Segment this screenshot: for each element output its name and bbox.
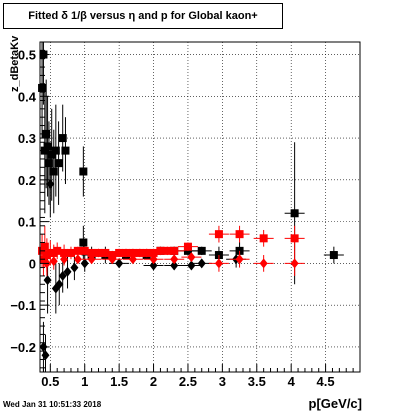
data-point-square — [329, 251, 338, 260]
y-tick-label: 0.3 — [18, 131, 36, 146]
chart-title: Fitted δ 1/β versus η and p for Global k… — [28, 10, 258, 22]
data-point-square — [44, 159, 53, 168]
y-tick-label: 0.1 — [18, 215, 36, 230]
data-point-square — [54, 159, 63, 168]
timestamp-footer: Wed Jan 31 10:51:33 2018 — [3, 400, 102, 409]
plot-frame — [39, 41, 361, 373]
data-point-diamond — [115, 258, 124, 269]
data-point-square — [259, 234, 268, 243]
axis-ticks: 0.5 1 1.5 2 2.5 3 3.5 4 4.5 −0.2 −0.1 0 0.1 0.2 0.3 0.4… — [10, 48, 354, 389]
data-point-diamond — [49, 256, 58, 267]
data-point-square — [197, 246, 206, 255]
data-point-square — [101, 248, 110, 257]
data-point-square — [73, 246, 82, 255]
data-point-diamond — [60, 254, 69, 265]
data-point-square — [53, 246, 62, 255]
data-point-diamond — [70, 262, 79, 273]
data-point-square — [149, 248, 158, 257]
data-point-diamond — [55, 279, 64, 290]
y-tick-label: 0.4 — [18, 89, 37, 104]
y-axis-title: z_dBetaKv — [9, 35, 21, 92]
y-tick-label: 0 — [29, 256, 36, 271]
data-point-diamond — [80, 258, 89, 269]
x-tick-label: 4 — [288, 374, 296, 389]
x-tick-label: 0.5 — [41, 374, 59, 389]
data-point-diamond — [197, 258, 206, 269]
data-point-diamond — [58, 270, 67, 281]
data-point-square — [42, 129, 51, 138]
data-point-square — [80, 246, 89, 255]
data-point-diamond — [214, 258, 223, 269]
data-point-diamond — [235, 254, 244, 265]
x-tick-label: 2 — [150, 374, 157, 389]
data-point-diamond — [170, 260, 179, 271]
grid — [40, 42, 360, 372]
data-point-square — [183, 242, 192, 251]
data-point-square — [66, 248, 75, 257]
y-tick-label: −0.1 — [10, 298, 36, 313]
data-point-diamond — [187, 252, 196, 263]
data-point-square — [51, 146, 60, 155]
data-point-diamond — [41, 350, 50, 361]
data-point-diamond — [149, 260, 158, 271]
data-point-square — [214, 230, 223, 239]
data-point-diamond — [43, 275, 52, 286]
y-tick-label: −0.2 — [10, 340, 36, 355]
data-point-square — [214, 251, 223, 260]
data-point-diamond — [108, 254, 117, 265]
data-point-square — [61, 146, 70, 155]
data-point-square — [38, 83, 47, 92]
data-point-diamond — [149, 254, 158, 265]
data-point-diamond — [170, 254, 179, 265]
y-tick-label: 0.2 — [18, 173, 36, 188]
data-point-diamond — [46, 179, 55, 190]
data-point-square — [235, 230, 244, 239]
data-point-diamond — [128, 254, 137, 265]
x-tick-label: 1.5 — [110, 374, 128, 389]
y-tick-label: 0.5 — [18, 48, 36, 63]
data-point-diamond — [63, 266, 72, 277]
data-point-square — [40, 242, 49, 251]
x-tick-label: 3 — [219, 374, 226, 389]
data-point-square — [170, 246, 179, 255]
data-points — [38, 42, 344, 372]
data-point-square — [290, 209, 299, 218]
data-point-square — [49, 167, 58, 176]
x-axis-title: p[GeV/c] — [308, 396, 362, 411]
data-point-square — [290, 234, 299, 243]
data-point-diamond — [87, 254, 96, 265]
x-tick-label: 4.5 — [317, 374, 335, 389]
data-point-square — [58, 134, 67, 143]
x-tick-label: 2.5 — [179, 374, 197, 389]
data-point-square — [79, 238, 88, 247]
data-point-diamond — [73, 254, 82, 265]
data-point-square — [47, 150, 56, 159]
data-point-diamond — [290, 258, 299, 269]
chart-title-box: Fitted δ 1/β versus η and p for Global k… — [3, 3, 283, 29]
data-point-diamond — [259, 258, 268, 269]
data-point-square — [43, 142, 52, 151]
x-tick-label: 1 — [81, 374, 88, 389]
data-point-square — [79, 167, 88, 176]
x-tick-label: 3.5 — [248, 374, 266, 389]
